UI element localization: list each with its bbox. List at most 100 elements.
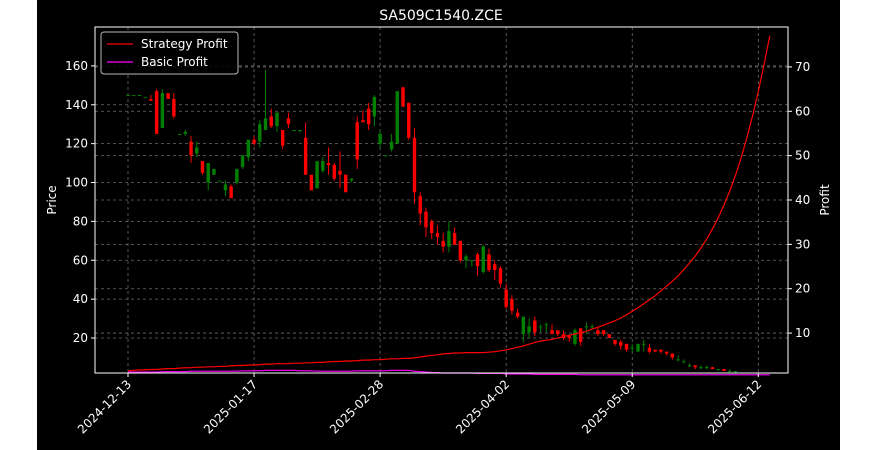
price-tick-label: 120 bbox=[65, 137, 88, 151]
candle-body bbox=[212, 168, 216, 175]
date-tick-label: 2024-12-13 bbox=[75, 377, 134, 436]
candle-body bbox=[567, 336, 571, 339]
candle-body bbox=[217, 180, 222, 182]
candle bbox=[481, 244, 485, 274]
candle-body bbox=[429, 221, 434, 234]
candle bbox=[561, 330, 566, 340]
candle bbox=[189, 135, 193, 164]
candle-body bbox=[642, 343, 646, 345]
candle-body bbox=[326, 163, 331, 166]
candle-body bbox=[166, 93, 170, 99]
candle-body bbox=[624, 343, 629, 350]
candle bbox=[722, 369, 726, 372]
candle-body bbox=[452, 233, 457, 245]
profit-tick-label: 10 bbox=[795, 326, 810, 340]
chart-title: SA509C1540.ZCE bbox=[379, 8, 503, 24]
candle-body bbox=[538, 326, 543, 328]
profit-tick-label: 40 bbox=[795, 193, 810, 207]
candle-body bbox=[613, 339, 617, 344]
candle-body bbox=[292, 130, 296, 132]
candle bbox=[504, 283, 508, 309]
candle bbox=[303, 122, 308, 175]
date-tick-label: 2025-02-28 bbox=[327, 377, 386, 436]
candle bbox=[607, 334, 612, 339]
candle bbox=[435, 225, 440, 245]
candle bbox=[263, 69, 268, 131]
candle-body bbox=[670, 353, 675, 358]
candle-body bbox=[206, 163, 210, 183]
candle-body bbox=[601, 330, 606, 335]
date-tick-label: 2025-04-02 bbox=[453, 377, 512, 436]
candle bbox=[286, 112, 291, 129]
candle bbox=[710, 367, 715, 370]
candle bbox=[269, 108, 273, 129]
candle bbox=[132, 95, 136, 97]
candle-body bbox=[195, 147, 199, 154]
candle-body bbox=[716, 369, 720, 371]
profit-axis-ticks: 10 20 30 40 50 60 70 bbox=[788, 60, 810, 340]
candle-body bbox=[510, 299, 514, 311]
legend-label-strategy: Strategy Profit bbox=[141, 37, 228, 51]
candle bbox=[172, 93, 176, 119]
candle bbox=[664, 351, 669, 356]
candle-body bbox=[154, 91, 159, 134]
candle bbox=[246, 139, 251, 162]
candle bbox=[727, 369, 732, 373]
candle bbox=[441, 233, 445, 253]
candle bbox=[332, 163, 336, 181]
candle bbox=[229, 184, 233, 199]
candle-body bbox=[653, 349, 657, 352]
candle bbox=[429, 219, 434, 239]
candle-body bbox=[722, 369, 726, 372]
candle-body bbox=[527, 326, 531, 333]
candle bbox=[475, 252, 480, 276]
candle-body bbox=[263, 118, 268, 131]
candle bbox=[344, 174, 348, 193]
candle bbox=[521, 316, 526, 342]
candle-body bbox=[676, 359, 680, 361]
profit-lines bbox=[127, 35, 771, 376]
candle bbox=[676, 355, 680, 362]
candle-body bbox=[556, 330, 560, 335]
candle bbox=[235, 168, 239, 185]
candle-body bbox=[659, 349, 663, 352]
candle bbox=[258, 120, 262, 148]
candle bbox=[166, 93, 170, 99]
candle bbox=[326, 147, 331, 175]
candle bbox=[601, 330, 606, 337]
candle bbox=[670, 353, 675, 360]
candle bbox=[149, 95, 153, 101]
candle-body bbox=[252, 139, 256, 144]
candle bbox=[619, 339, 623, 350]
candle bbox=[177, 133, 182, 135]
candle bbox=[584, 322, 589, 335]
candle bbox=[349, 178, 354, 183]
candle-body bbox=[515, 312, 520, 317]
candle-body bbox=[223, 184, 228, 191]
price-tick-label: 40 bbox=[73, 292, 88, 306]
candlestick-chart: 20 40 60 80 100 120 140 160 10 20 30 40 50 60 70 2024… bbox=[45, 8, 832, 436]
candle bbox=[223, 180, 228, 197]
legend-box bbox=[100, 31, 239, 75]
candle-body bbox=[733, 371, 738, 373]
candle-body bbox=[303, 137, 308, 175]
candle bbox=[183, 130, 187, 136]
candle bbox=[544, 322, 548, 333]
date-tick-label: 2025-01-17 bbox=[201, 377, 260, 436]
candle bbox=[212, 168, 216, 175]
candle-body bbox=[682, 361, 686, 363]
candle-body bbox=[493, 264, 497, 270]
candle-body bbox=[298, 130, 302, 132]
candle-body bbox=[229, 186, 233, 199]
candle bbox=[389, 133, 394, 152]
candle-body bbox=[619, 341, 623, 346]
candle bbox=[338, 151, 342, 189]
candle-body bbox=[710, 367, 715, 370]
candle bbox=[527, 318, 531, 339]
candle bbox=[470, 260, 474, 267]
candle bbox=[217, 180, 222, 182]
candle-body bbox=[240, 155, 245, 167]
candle-body bbox=[699, 367, 703, 369]
candle bbox=[705, 365, 709, 370]
candle-body bbox=[361, 120, 365, 123]
